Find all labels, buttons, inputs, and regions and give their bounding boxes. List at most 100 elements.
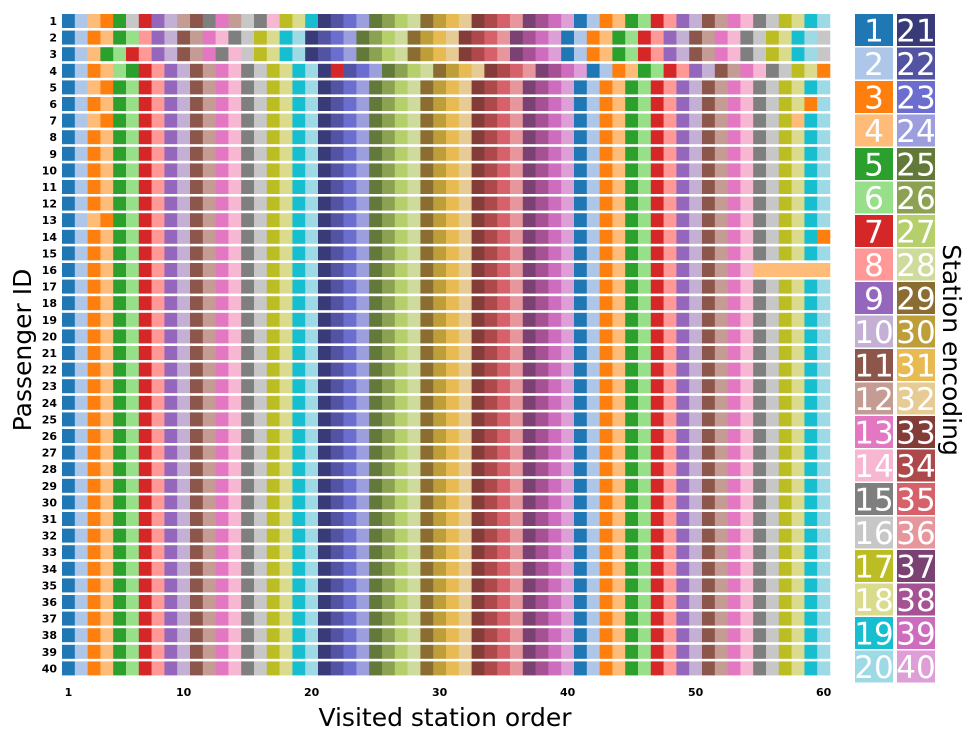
heatmap-cell <box>676 346 690 360</box>
legend-label: 24 <box>896 114 935 150</box>
heatmap-cell <box>164 263 178 277</box>
heatmap-cell <box>676 561 690 576</box>
heatmap-cell <box>625 362 639 377</box>
heatmap-cell <box>87 578 101 593</box>
heatmap-cell <box>228 561 242 576</box>
heatmap-cell <box>305 412 319 427</box>
heatmap-cell <box>241 445 255 460</box>
heatmap-cell <box>433 196 447 211</box>
heatmap-cell <box>394 229 408 244</box>
heatmap-cell <box>689 445 703 460</box>
heatmap-cell <box>266 329 280 344</box>
heatmap-cell <box>727 312 741 327</box>
heatmap-cell <box>561 395 575 410</box>
heatmap-cell <box>638 97 652 111</box>
legend-item-station-26: 26 <box>896 181 935 217</box>
heatmap-cell <box>663 130 677 145</box>
heatmap-cell <box>663 80 677 95</box>
heatmap-cell <box>279 362 293 377</box>
heatmap-cell <box>446 578 460 593</box>
heatmap-cell <box>164 595 178 609</box>
heatmap-cell <box>612 512 626 526</box>
heatmap-cell <box>625 296 639 311</box>
heatmap-cell <box>522 30 536 45</box>
heatmap-cell <box>343 296 357 311</box>
heatmap-cell <box>254 545 268 560</box>
heatmap-cell <box>356 14 370 28</box>
heatmap-cell <box>612 63 626 78</box>
heatmap-cell <box>100 80 114 95</box>
heatmap-cell <box>330 644 344 659</box>
heatmap-cell <box>113 478 127 493</box>
heatmap-cell <box>407 362 421 377</box>
heatmap-cell <box>817 196 831 211</box>
heatmap-cell <box>548 644 562 659</box>
heatmap-cell <box>458 329 472 344</box>
heatmap-cell <box>522 213 536 228</box>
heatmap-cell <box>407 561 421 576</box>
heatmap-cell <box>279 445 293 460</box>
heatmap-cell <box>190 80 204 95</box>
heatmap-cell <box>343 229 357 244</box>
heatmap-cell <box>177 163 191 178</box>
heatmap-cell <box>740 644 754 659</box>
heatmap-cell <box>113 545 127 560</box>
heatmap-cell <box>663 346 677 360</box>
heatmap-cell <box>369 462 383 477</box>
heatmap-cell <box>676 478 690 493</box>
heatmap-cell <box>497 661 511 676</box>
heatmap-cell <box>663 196 677 211</box>
heatmap-cell <box>778 312 792 327</box>
legend-label: 25 <box>896 148 935 184</box>
heatmap-cell <box>407 445 421 460</box>
heatmap-cell <box>318 30 332 45</box>
heatmap-cell <box>446 362 460 377</box>
heatmap-cell <box>356 229 370 244</box>
heatmap-cell <box>318 412 332 427</box>
heatmap-cell <box>612 611 626 626</box>
heatmap-cell <box>62 279 76 294</box>
heatmap-cell <box>727 412 741 427</box>
heatmap-cell <box>190 644 204 659</box>
heatmap-cell <box>305 146 319 161</box>
heatmap-cell <box>100 395 114 410</box>
heatmap-cell <box>87 445 101 460</box>
heatmap-cell <box>612 462 626 477</box>
legend-swatch <box>855 282 893 314</box>
heatmap-cell <box>535 163 549 178</box>
heatmap-cell <box>714 296 728 311</box>
heatmap-cell <box>62 329 76 344</box>
heatmap-cell <box>394 47 408 62</box>
heatmap-cell <box>778 213 792 228</box>
legend-swatch <box>855 650 893 683</box>
heatmap-cell <box>522 362 536 377</box>
heatmap-cell <box>100 329 114 344</box>
heatmap-cell <box>100 595 114 609</box>
heatmap-cell <box>190 395 204 410</box>
heatmap-cell <box>151 213 165 228</box>
heatmap-cell <box>305 130 319 145</box>
heatmap-cell <box>190 528 204 543</box>
heatmap-cell <box>433 611 447 626</box>
heatmap-cell <box>548 379 562 394</box>
heatmap-cell <box>126 462 140 477</box>
heatmap-cell <box>586 379 600 394</box>
heatmap-cell <box>791 429 805 443</box>
heatmap-cell <box>510 180 524 194</box>
heatmap-cell <box>766 47 780 62</box>
heatmap-cell <box>599 14 613 28</box>
heatmap-cell <box>151 661 165 676</box>
heatmap-cell <box>266 412 280 427</box>
heatmap-cell <box>126 30 140 45</box>
heatmap-cell <box>817 512 831 526</box>
legend-label: 32 <box>896 382 935 418</box>
heatmap-cell <box>343 47 357 62</box>
heatmap-cell <box>202 146 216 161</box>
heatmap-cell <box>522 528 536 543</box>
heatmap-cell <box>574 495 588 510</box>
heatmap-cell <box>138 279 152 294</box>
heatmap-cell <box>190 130 204 145</box>
heatmap-cell <box>202 595 216 609</box>
heatmap-cell <box>254 346 268 360</box>
heatmap-cell <box>638 329 652 344</box>
